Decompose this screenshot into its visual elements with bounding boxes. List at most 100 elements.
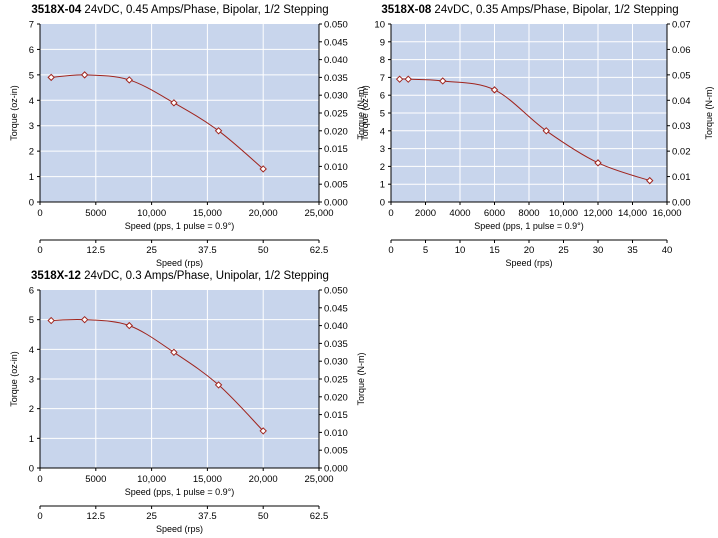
y2-tick-label: 0.01 [672,172,691,183]
y-tick-label: 4 [380,126,385,137]
x2-tick-label: 25 [146,511,157,522]
y2-tick-label: 0.035 [324,339,348,350]
x-tick-label: 15,000 [193,208,222,219]
y2-axis-label: Torque (N-m) [356,352,366,405]
y2-tick-label: 0.025 [324,109,348,120]
y-tick-label: 5 [380,109,385,120]
y2-tick-label: 0.025 [324,375,348,386]
x2-axis-label: Speed (rps) [156,524,203,534]
y2-tick-label: 0.045 [324,303,348,314]
y2-tick-label: 0.045 [324,37,348,48]
x2-tick-label: 62.5 [310,245,329,256]
data-point [490,86,499,94]
x-tick-label: 0 [37,474,42,485]
chart-title-model: 3518X-08 [381,4,431,16]
x-axis-label: Speed (pps, 1 pulse = 0.9°) [474,221,583,231]
chart-title-text: 24vDC, 0.35 Amps/Phase, Bipolar, 1/2 Ste… [431,4,678,16]
y-axis-label: Torque (oz-in) [9,351,19,407]
x2-axis-label: Speed (rps) [505,258,552,268]
x2-tick-label: 40 [662,245,673,256]
x-axis-label: Speed (pps, 1 pulse = 0.9°) [125,487,234,497]
data-point [404,75,412,83]
x-tick-label: 5000 [85,474,106,485]
y-axis-label: Torque (oz-in) [9,85,19,141]
chart-title-text: 24vDC, 0.45 Amps/Phase, Bipolar, 1/2 Ste… [81,4,328,16]
data-point [125,76,133,84]
data-point [214,381,223,389]
y2-tick-label: 0.07 [672,20,691,31]
x2-tick-label: 12.5 [87,511,106,522]
y-tick-label: 3 [29,121,34,132]
x2-tick-label: 50 [258,511,269,522]
data-point [170,99,178,107]
chart-title-model: 3518X-04 [31,4,81,16]
y2-axis-label: Torque (N-m) [356,86,366,139]
y-tick-label: 5 [29,70,34,81]
y2-tick-label: 0.005 [324,446,348,457]
y2-tick-label: 0.02 [672,147,691,158]
chart-title-model: 3518X-12 [31,270,81,282]
y-tick-label: 0 [29,198,34,209]
data-point [80,315,89,324]
data-point [594,159,602,167]
y2-tick-label: 0.000 [324,464,348,475]
y2-axis-label: Torque (N-m) [704,86,714,139]
y-tick-label: 6 [29,45,34,56]
x2-tick-label: 35 [627,245,638,256]
data-point [542,127,550,135]
y2-tick-label: 0.015 [324,144,348,155]
y-tick-label: 1 [29,172,34,183]
x-tick-label: 8000 [518,208,539,219]
x2-tick-label: 15 [489,245,500,256]
y-tick-label: 3 [380,144,385,155]
y-tick-label: 6 [380,91,385,102]
x2-axis-label: Speed (rps) [156,258,203,268]
y2-tick-label: 0.040 [324,55,348,66]
y-tick-label: 2 [380,162,385,173]
chart-title: 3518X-08 24vDC, 0.35 Amps/Phase, Bipolar… [381,4,678,16]
x2-tick-label: 0 [37,245,42,256]
data-point [47,73,55,82]
y2-tick-label: 0.000 [324,198,348,209]
x2-tick-label: 10 [455,245,466,256]
data-point [395,75,404,83]
y2-tick-label: 0.015 [324,410,348,421]
y-tick-label: 8 [380,55,385,66]
x-tick-label: 25,000 [304,474,333,485]
chart-title: 3518X-12 24vDC, 0.3 Amps/Phase, Unipolar… [31,270,329,282]
chart-2: 3518X-08 24vDC, 0.35 Amps/Phase, Bipolar… [360,4,714,268]
y2-tick-label: 0.030 [324,91,348,102]
x-tick-label: 16,000 [652,208,681,219]
y2-tick-label: 0.010 [324,162,348,173]
y2-tick-label: 0.04 [672,96,691,107]
y-tick-label: 2 [29,147,34,158]
y-tick-label: 3 [29,375,34,386]
y2-tick-label: 0.020 [324,392,348,403]
y2-tick-label: 0.050 [324,20,348,31]
x2-tick-label: 50 [258,245,269,256]
x2-tick-label: 37.5 [198,511,217,522]
x-tick-label: 10,000 [137,208,166,219]
x-tick-label: 20,000 [249,208,278,219]
x-tick-label: 14,000 [618,208,647,219]
y-tick-label: 4 [29,96,34,107]
chart-title: 3518X-04 24vDC, 0.45 Amps/Phase, Bipolar… [31,4,328,16]
x-axis-label: Speed (pps, 1 pulse = 0.9°) [125,221,234,231]
y2-tick-label: 0.035 [324,73,348,84]
data-point [259,427,267,435]
chart-title-text: 24vDC, 0.3 Amps/Phase, Unipolar, 1/2 Ste… [81,270,329,282]
y-tick-label: 6 [29,286,34,297]
y2-tick-label: 0.06 [672,45,691,56]
y-axis-label: Torque (oz-in) [360,85,370,141]
x-tick-label: 10,000 [549,208,578,219]
data-point [47,316,55,325]
data-point [646,176,654,185]
data-point [170,348,178,357]
y-tick-label: 9 [380,37,385,48]
y2-tick-label: 0.00 [672,198,691,209]
x2-tick-label: 25 [558,245,569,256]
data-point [259,165,267,173]
y2-tick-label: 0.050 [324,286,348,297]
x-tick-label: 6000 [484,208,505,219]
